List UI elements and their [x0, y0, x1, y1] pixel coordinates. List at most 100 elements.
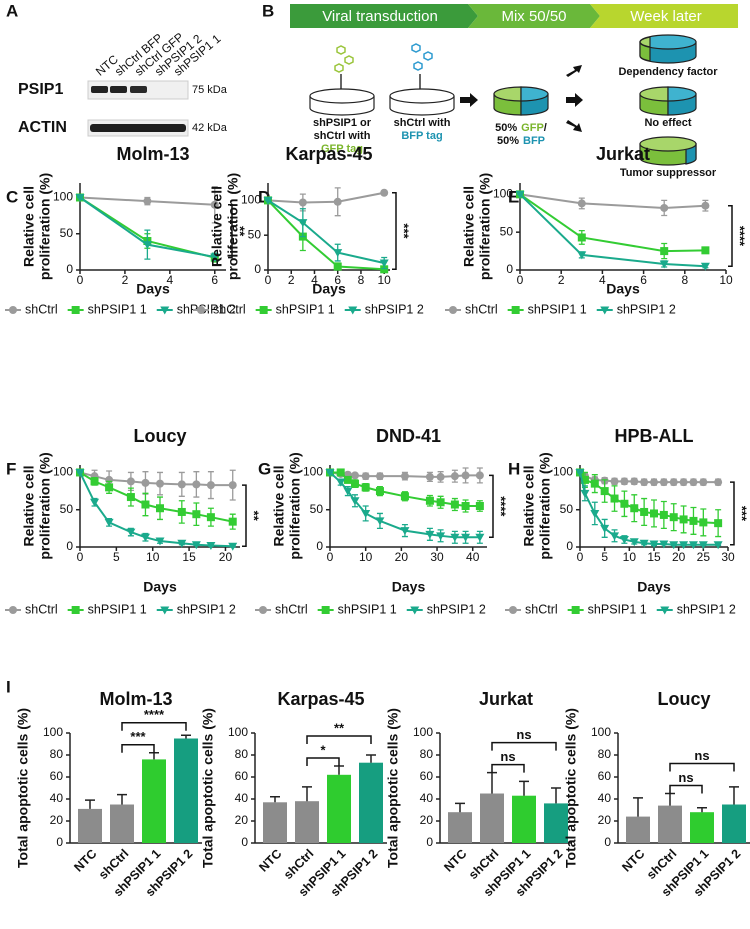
marker	[714, 478, 723, 487]
legend-marker	[259, 306, 268, 314]
x-tick-label: 0	[327, 550, 334, 564]
significance-bracket	[228, 204, 233, 259]
series-line	[79, 471, 233, 487]
y-tick-label: 0	[506, 262, 513, 276]
marker	[192, 510, 201, 519]
marker	[156, 504, 164, 513]
marker	[580, 489, 590, 498]
legend-label: shPSIP1 1	[276, 302, 335, 316]
x-tick-label: 30	[721, 550, 735, 564]
marker	[425, 530, 435, 539]
legend-label: shPSIP1 2	[427, 602, 486, 616]
x-tick-label: 10	[359, 550, 373, 564]
marker	[699, 478, 708, 487]
y-tick-label: 20	[50, 813, 64, 827]
y-tick-label: 100	[43, 725, 63, 739]
marker	[679, 478, 688, 487]
x-tick-label: 5	[601, 550, 608, 564]
series-line	[267, 199, 385, 271]
error-bar	[117, 793, 127, 805]
blot-protein: PSIP1	[18, 81, 63, 98]
marker	[436, 532, 446, 541]
panel-letter: I	[6, 677, 11, 696]
panel-letter: F	[6, 459, 16, 478]
legend-marker	[160, 606, 170, 615]
chart-title: Loucy	[133, 426, 186, 446]
marker	[75, 468, 85, 477]
marker	[191, 541, 201, 550]
bar	[174, 738, 198, 843]
x-tick-label: 6	[211, 273, 218, 287]
marker	[126, 477, 135, 486]
significance-bracket	[392, 191, 397, 271]
panel-letter: H	[508, 459, 520, 478]
y-tick-label: 40	[598, 791, 612, 805]
marker	[700, 262, 710, 271]
error-bar	[181, 734, 191, 739]
error-bar	[665, 792, 675, 806]
marker	[701, 246, 710, 255]
marker	[659, 260, 669, 269]
bar	[448, 812, 472, 843]
bar	[78, 808, 102, 843]
legend-marker	[71, 306, 80, 314]
marker	[610, 477, 619, 486]
legend-label: shPSIP1 2	[677, 602, 736, 616]
panel-letter: B	[262, 1, 274, 20]
comparison-bracket	[669, 784, 703, 794]
marker	[714, 519, 723, 528]
marker	[660, 247, 669, 256]
y-tick-label: 0	[604, 835, 611, 849]
legend-label: shPSIP1 1	[88, 602, 147, 616]
error-bar	[270, 796, 280, 803]
comparison-bracket	[669, 762, 735, 772]
marker	[177, 539, 187, 548]
series-line	[267, 199, 385, 265]
marker	[375, 517, 385, 526]
y-tick-label: 100	[53, 190, 73, 204]
y-axis-label: Total apoptotic cells (%)	[200, 708, 216, 868]
marker	[177, 480, 186, 489]
dish-label: shPSIP1 or	[313, 117, 372, 129]
y-axis-label: Total apoptotic cells (%)	[385, 708, 401, 868]
virus-icon	[411, 43, 433, 90]
x-tick-label: 0	[265, 273, 272, 287]
marker	[669, 478, 678, 487]
marker	[228, 481, 237, 490]
outcome-label: No effect	[644, 117, 691, 129]
marker	[577, 233, 586, 242]
y-axis-label: Relative cell	[209, 186, 225, 267]
y-axis-label: proliferation (%)	[537, 452, 553, 559]
x-tick-label: 10	[623, 550, 637, 564]
legend-label: shPSIP1 2	[177, 602, 236, 616]
marker	[620, 477, 629, 486]
y-tick-label: 50	[248, 227, 262, 241]
chart-title: Molm-13	[99, 689, 172, 709]
x-tick-label: 2	[558, 273, 565, 287]
marker	[436, 498, 445, 507]
x-tick-label: 10	[146, 550, 160, 564]
x-tick-label: 0	[577, 550, 584, 564]
y-tick-label: 100	[303, 465, 323, 479]
bar	[690, 812, 714, 843]
error-bar	[633, 797, 643, 817]
legend-label: shPSIP1 2	[365, 302, 424, 316]
marker	[361, 509, 371, 518]
chart-title: Karpas-45	[285, 144, 372, 164]
comparison-label: ns	[694, 748, 709, 763]
legend-label: shCtrl	[465, 302, 498, 316]
marker	[206, 542, 216, 551]
x-tick-label: 0	[77, 273, 84, 287]
mix-bfp: BFP	[523, 135, 545, 147]
x-tick-label: 15	[182, 550, 196, 564]
marker	[659, 478, 668, 487]
y-tick-label: 100	[228, 725, 248, 739]
x-tick-label: NTC	[71, 847, 99, 875]
x-tick-label: 4	[167, 273, 174, 287]
marker	[375, 487, 384, 496]
x-axis-label: Days	[392, 579, 426, 595]
mix-text: /	[544, 122, 547, 134]
x-tick-label: 8	[358, 273, 365, 287]
marker	[336, 478, 346, 487]
marker	[263, 196, 273, 205]
